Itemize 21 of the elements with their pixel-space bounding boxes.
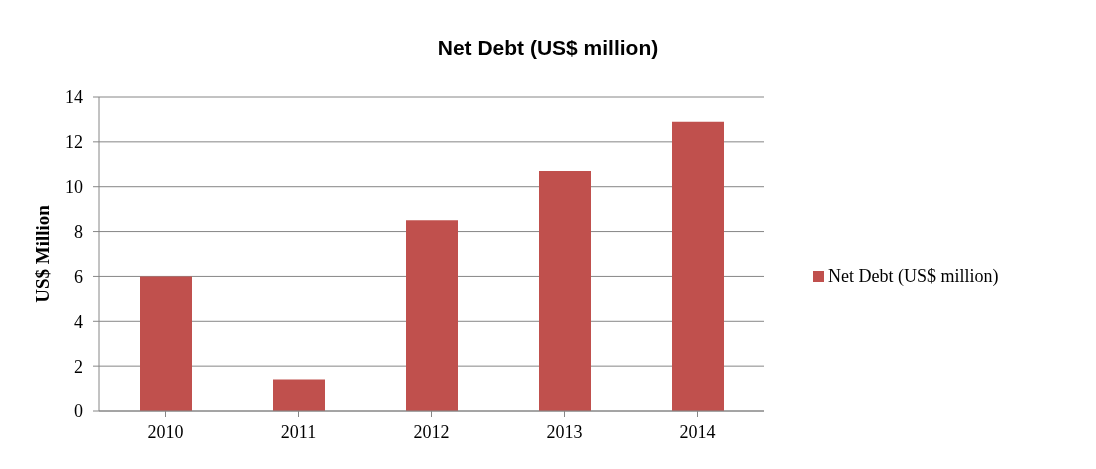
y-tick-label: 14 (65, 87, 83, 108)
y-tick-label: 2 (74, 356, 83, 377)
x-tick-label: 2014 (679, 421, 716, 442)
y-tick-label: 12 (65, 132, 83, 153)
bar (273, 379, 325, 411)
y-tick-label: 4 (74, 311, 83, 332)
chart-title: Net Debt (US$ million) (436, 36, 660, 60)
bar (672, 121, 724, 411)
x-tick-label: 2013 (546, 421, 583, 442)
x-tick-label: 2011 (280, 421, 317, 442)
bar (140, 276, 192, 411)
bar (406, 220, 458, 411)
legend-label: Net Debt (US$ million) (828, 266, 999, 287)
x-tick-label: 2012 (413, 421, 450, 442)
x-tick-label: 2010 (147, 421, 184, 442)
y-tick-label: 6 (74, 266, 83, 287)
bar (539, 171, 591, 411)
y-tick-label: 10 (65, 177, 83, 198)
y-tick-label: 8 (74, 221, 83, 242)
y-tick-label: 0 (74, 401, 83, 422)
y-axis-title: US$ Million (32, 205, 54, 303)
